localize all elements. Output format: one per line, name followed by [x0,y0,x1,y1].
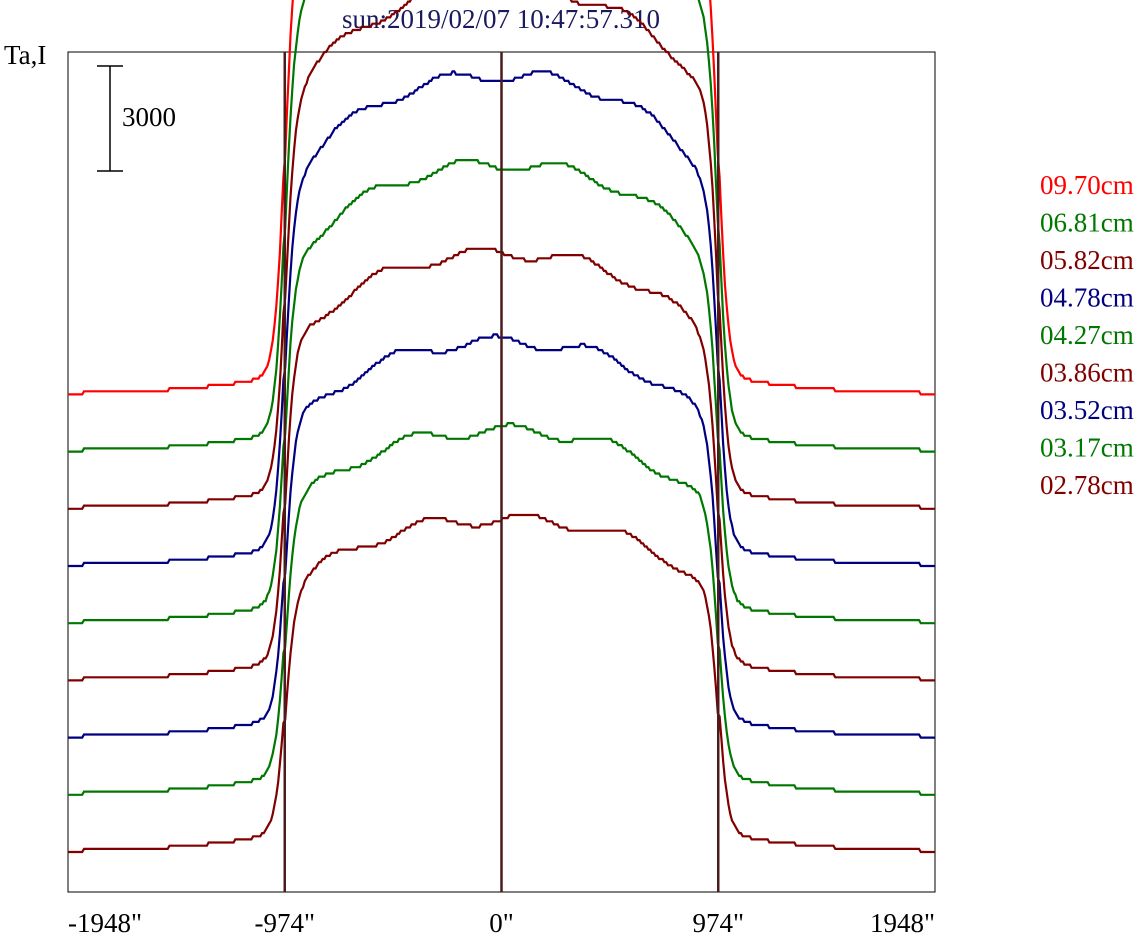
series-line-06-81cm [68,0,935,453]
x-tick-label: -1948" [68,908,142,938]
x-tick-label: -974" [254,908,315,938]
scale-bar: 3000 [97,65,176,172]
legend-entry: 03.17cm [1040,433,1134,463]
x-tick-labels: -1948" -974" 0" 974" 1948" [68,908,935,938]
x-tick-label: 1948" [870,908,935,938]
legend-entry: 05.82cm [1040,245,1134,275]
legend-entry: 09.70cm [1040,170,1134,200]
series-line-09-70cm [68,0,935,396]
y-axis-label: Ta,I [4,40,46,70]
x-tick-label: 974" [692,908,744,938]
legend-entry: 06.81cm [1040,208,1134,238]
scale-bar-label: 3000 [122,102,176,132]
x-tick-label: 0" [489,908,514,938]
legend-entry: 04.78cm [1040,283,1134,313]
series-line-05-82cm [68,0,935,510]
legend-entry: 04.27cm [1040,320,1134,350]
limb-and-center-lines [283,52,720,892]
legend-entry: 02.78cm [1040,470,1134,500]
legend-entry: 03.52cm [1040,395,1134,425]
legend: 09.70cm 06.81cm 05.82cm 04.78cm 04.27cm 03.86… [1040,170,1134,500]
legend-entry: 03.86cm [1040,358,1134,388]
